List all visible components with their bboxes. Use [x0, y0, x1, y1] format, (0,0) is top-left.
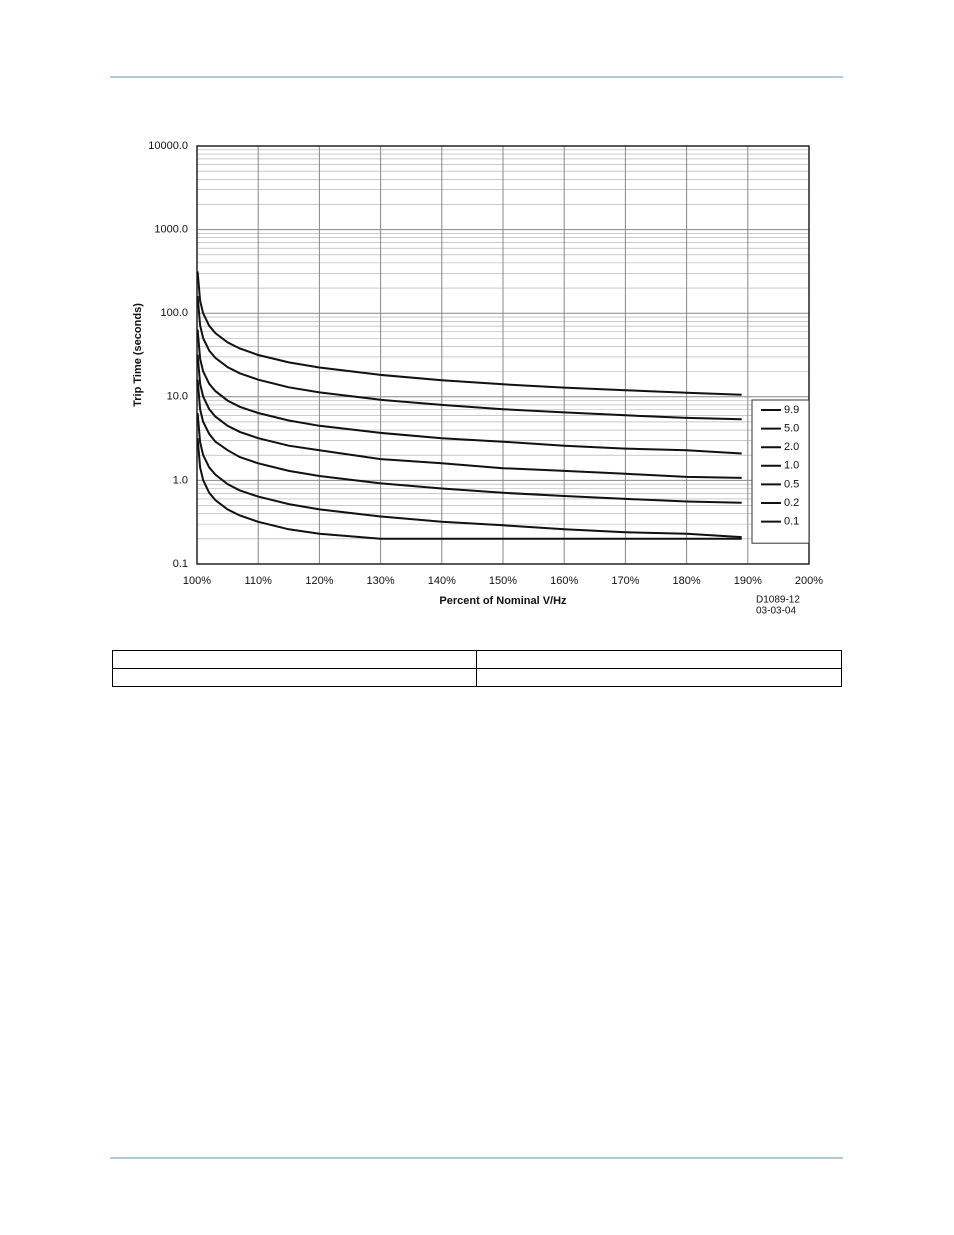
legend-label: 9.9	[784, 404, 799, 416]
y-axis-title: Trip Time (seconds)	[132, 303, 144, 407]
y-tick-label: 1.0	[173, 474, 188, 486]
annotation: D1089-12	[756, 595, 800, 606]
x-tick-label: 180%	[673, 575, 701, 587]
series-line	[196, 296, 742, 421]
series-line	[196, 379, 742, 504]
x-tick-label: 160%	[550, 575, 578, 587]
y-tick-label: 100.0	[160, 307, 188, 319]
legend-label: 0.2	[784, 497, 799, 509]
x-tick-label: 130%	[367, 575, 395, 587]
x-tick-label: 120%	[305, 575, 333, 587]
legend-box	[751, 399, 810, 544]
series-line	[196, 438, 742, 540]
y-tick-label: 10000.0	[148, 140, 188, 152]
series-line	[196, 412, 742, 539]
series-line	[196, 329, 742, 455]
chart: 0.1 1.0 10.0 100.0 1000.0 10000.0 100% 110% 120%…	[148, 140, 823, 587]
x-tick-label: 110%	[245, 575, 273, 587]
x-tick-label: 140%	[428, 575, 456, 587]
y-tick-label: 0.1	[173, 558, 188, 570]
legend-label: 1.0	[784, 460, 799, 472]
series-line	[196, 354, 742, 479]
x-axis-title: Percent of Nominal V/Hz	[439, 595, 567, 607]
legend-label: 0.1	[784, 516, 799, 528]
x-tick-label: 150%	[489, 575, 517, 587]
x-tick-label: 190%	[734, 575, 762, 587]
x-tick-label: 170%	[611, 575, 639, 587]
legend-label: 0.5	[784, 478, 799, 490]
y-tick-label: 10.0	[167, 391, 188, 403]
x-tick-label: 100%	[183, 575, 211, 587]
annotation: 03-03-04	[756, 606, 796, 617]
x-tick-label: 200%	[795, 575, 823, 587]
y-tick-label: 1000.0	[154, 224, 188, 236]
empty-table	[112, 650, 842, 687]
legend-label: 5.0	[784, 423, 799, 435]
legend-label: 2.0	[784, 441, 799, 453]
series-line	[196, 271, 742, 396]
